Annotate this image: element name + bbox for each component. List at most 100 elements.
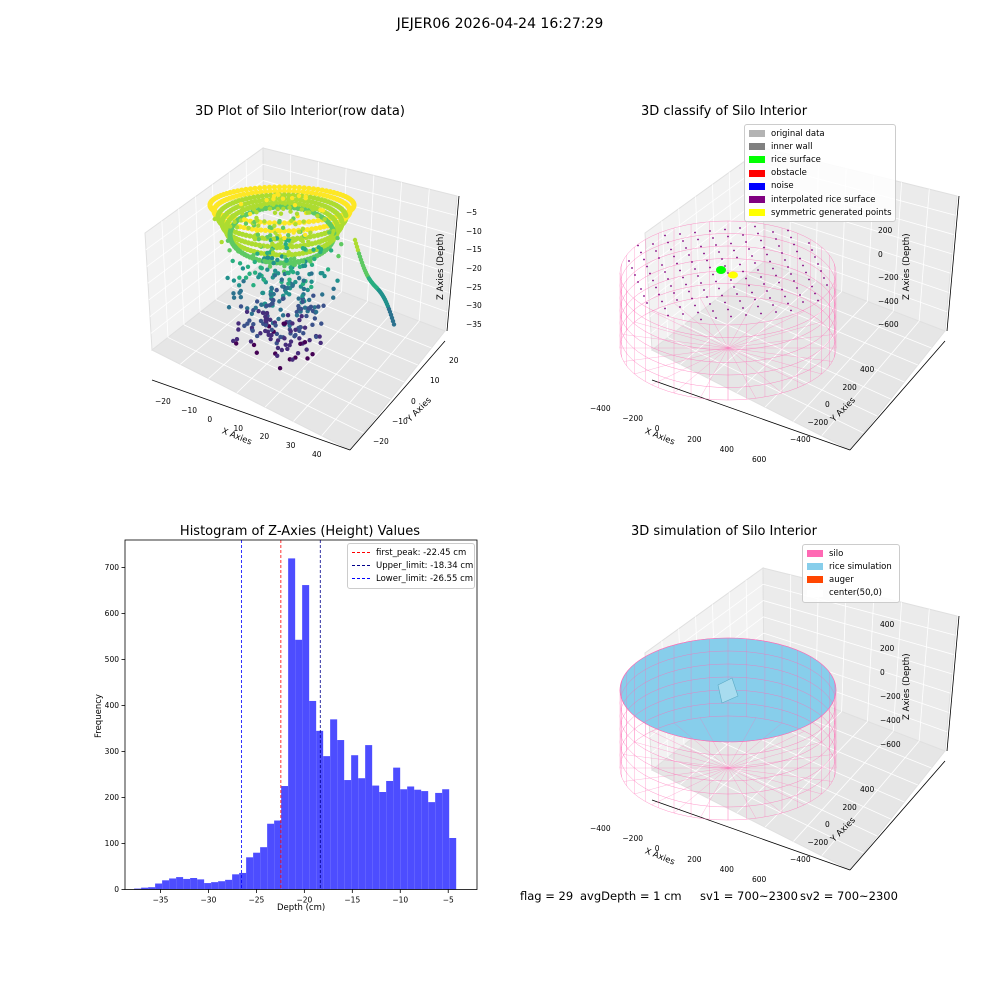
- interpolated-point: [772, 231, 774, 233]
- interpolated-point: [805, 271, 807, 274]
- data-point: [272, 268, 278, 274]
- data-point: [262, 219, 267, 224]
- data-point: [227, 248, 232, 253]
- interpolated-point: [679, 233, 681, 235]
- data-point: [294, 313, 300, 318]
- data-point: [293, 197, 300, 203]
- grid-line: [195, 196, 201, 313]
- interpolated-point: [772, 304, 774, 306]
- legend-entry: inner wall: [749, 140, 891, 153]
- interpolated-point: [796, 250, 798, 253]
- data-point: [231, 291, 236, 296]
- grid-line: [793, 311, 894, 422]
- interpolated-point: [709, 266, 711, 269]
- histogram-bar: [162, 880, 170, 890]
- data-point: [295, 188, 302, 195]
- data-point: [282, 235, 287, 241]
- interpolated-point: [700, 282, 702, 284]
- data-point: [281, 184, 288, 190]
- histogram-bar: [183, 878, 191, 890]
- data-point: [258, 243, 263, 248]
- histogram-xticks: −35 −30 −25 −20 −15 −10 −5: [153, 889, 454, 905]
- interpolated-point: [691, 297, 693, 300]
- histogram-bars: [134, 558, 457, 890]
- data-point: [286, 320, 292, 325]
- silo-spoke: [727, 347, 833, 362]
- data-point: [306, 185, 312, 191]
- panel1-ytick: 20: [449, 356, 459, 365]
- histogram-bar: [260, 847, 268, 890]
- data-point: [238, 304, 244, 309]
- data-point: [262, 188, 269, 195]
- interpolated-point: [736, 256, 738, 259]
- panel1-xtick: 30: [285, 441, 296, 451]
- histogram-bar: [428, 802, 436, 890]
- grid-line: [650, 245, 765, 334]
- panel1-xtick: 20: [259, 432, 270, 442]
- panel2-xtick: 0: [654, 424, 660, 434]
- histogram-plot: −35 −30 −25 −20 −15 −10 −5 0 100 200 300 400 500 600…: [105, 539, 478, 905]
- panel4-xtick: 600: [752, 875, 767, 884]
- data-point: [282, 264, 287, 269]
- data-point: [300, 293, 305, 299]
- interpolated-point: [658, 257, 660, 259]
- data-point: [282, 321, 288, 326]
- panel4-ztick: −200: [880, 692, 901, 701]
- panel2-title: 3D classify of Silo Interior: [640, 104, 808, 119]
- grid-line: [392, 182, 402, 312]
- interpolated-point: [811, 285, 813, 288]
- interpolated-point: [661, 264, 663, 266]
- legend-entry: rice surface: [749, 153, 891, 166]
- silo-spoke: [634, 767, 729, 795]
- panel2-xtick: −200: [622, 414, 643, 424]
- panel1-ytick: −20: [373, 437, 389, 446]
- interpolated-point: [814, 292, 816, 295]
- data-point: [309, 190, 315, 196]
- flag-text: flag = 29: [520, 889, 574, 903]
- legend-label: rice simulation: [829, 561, 892, 572]
- interpolated-point: [721, 294, 723, 297]
- panel4-xtick: 0: [654, 844, 660, 854]
- interpolated-point: [754, 298, 756, 301]
- histogram-ytick-label: 300: [105, 747, 120, 756]
- silo-spoke: [727, 731, 805, 769]
- interpolated-point: [682, 240, 684, 242]
- silo-spoke: [727, 754, 833, 769]
- silo-spoke: [727, 717, 757, 769]
- figure-title: JEJER06 2026-04-24 16:27:29: [396, 16, 604, 32]
- histogram-bar: [253, 852, 261, 890]
- grid-line: [667, 337, 864, 434]
- data-point: [301, 286, 307, 292]
- grid-line: [821, 320, 920, 436]
- interpolated-point: [793, 243, 795, 246]
- data-point: [225, 275, 230, 281]
- data-point: [318, 340, 323, 346]
- data-point: [258, 227, 264, 233]
- data-point: [296, 275, 302, 281]
- interpolated-point: [802, 264, 804, 267]
- interpolated-point: [739, 263, 741, 266]
- data-point: [247, 211, 253, 217]
- data-point: [234, 341, 239, 346]
- histogram-bar: [288, 558, 296, 890]
- interpolated-point: [760, 276, 762, 278]
- data-point: [263, 328, 268, 334]
- interpolated-point: [763, 283, 765, 285]
- data-point: [320, 292, 325, 297]
- data-point: [270, 250, 276, 255]
- interpolated-point: [745, 277, 747, 280]
- data-point: [271, 184, 278, 190]
- data-point: [263, 323, 269, 328]
- interpolated-point: [646, 265, 648, 268]
- data-point: [277, 365, 283, 371]
- histogram-bar: [435, 792, 443, 890]
- data-point: [248, 339, 254, 344]
- data-point: [258, 318, 264, 324]
- data-point: [277, 218, 282, 224]
- grid-line: [695, 196, 701, 313]
- data-point: [226, 305, 232, 310]
- interpolated-point: [700, 245, 702, 248]
- interpolated-point: [727, 272, 729, 274]
- interpolated-point: [643, 258, 645, 261]
- grid-line: [667, 757, 864, 854]
